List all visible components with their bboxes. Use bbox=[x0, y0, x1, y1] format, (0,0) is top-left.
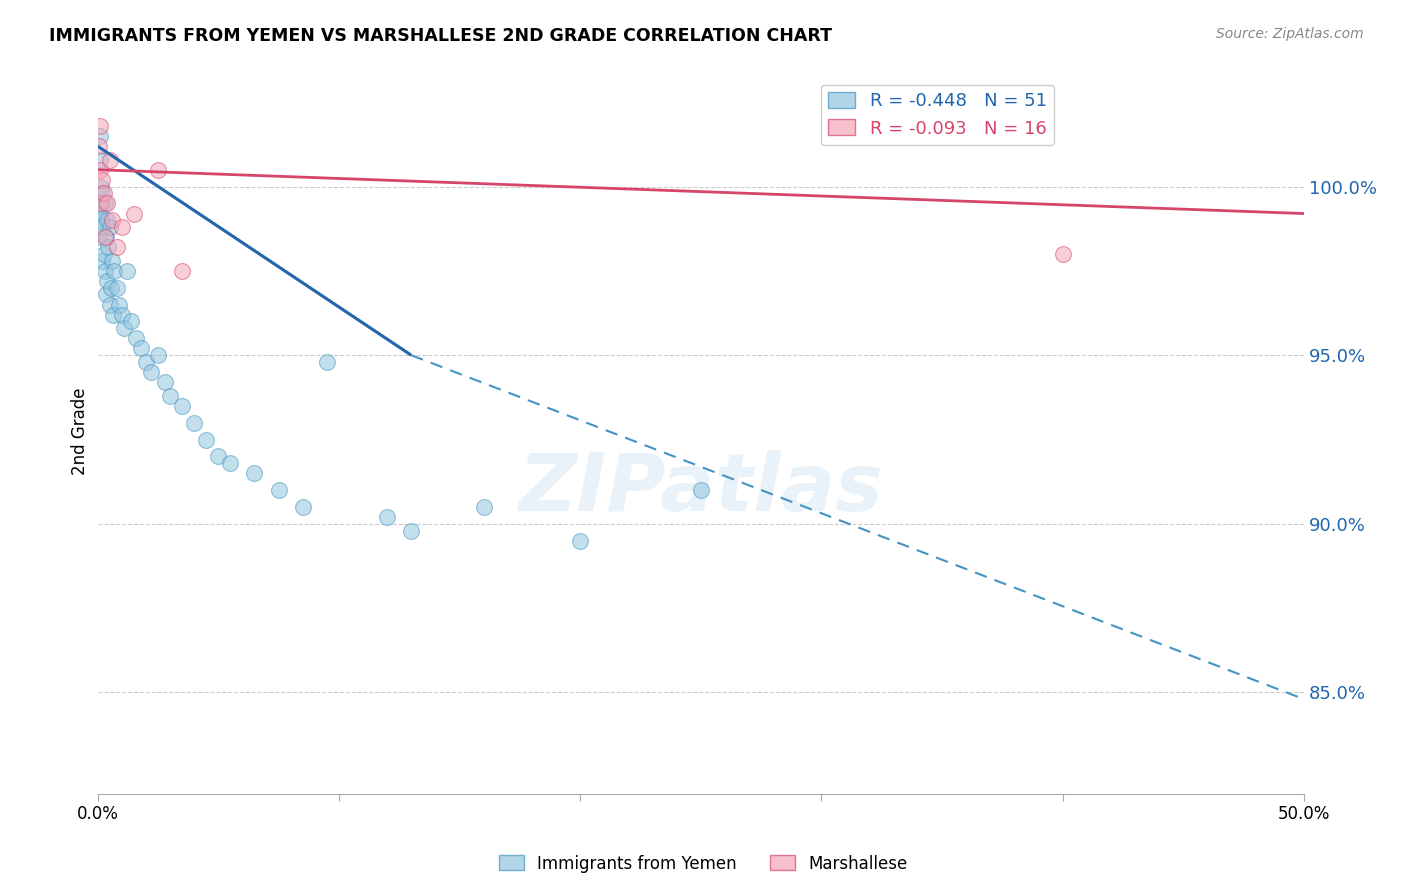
Point bbox=[125, 331, 148, 345]
Point bbox=[93, 186, 115, 201]
Text: ZIPatlas: ZIPatlas bbox=[519, 450, 883, 528]
Point bbox=[159, 389, 181, 403]
Point bbox=[96, 196, 118, 211]
Point bbox=[101, 253, 124, 268]
Point bbox=[401, 524, 423, 538]
Point bbox=[105, 281, 128, 295]
Point bbox=[267, 483, 290, 497]
Legend: Immigrants from Yemen, Marshallese: Immigrants from Yemen, Marshallese bbox=[492, 848, 914, 880]
Point bbox=[139, 365, 162, 379]
Point bbox=[115, 264, 138, 278]
Point bbox=[112, 321, 135, 335]
Point bbox=[170, 399, 193, 413]
Point bbox=[105, 240, 128, 254]
Point bbox=[120, 314, 142, 328]
Point bbox=[111, 308, 134, 322]
Point bbox=[90, 179, 112, 194]
Point bbox=[98, 297, 121, 311]
Legend: R = -0.448   N = 51, R = -0.093   N = 16: R = -0.448 N = 51, R = -0.093 N = 16 bbox=[821, 85, 1053, 145]
Point bbox=[90, 220, 112, 235]
Point bbox=[315, 355, 337, 369]
Point bbox=[94, 264, 117, 278]
Point bbox=[183, 416, 205, 430]
Point bbox=[146, 348, 169, 362]
Point bbox=[153, 375, 176, 389]
Point bbox=[96, 274, 118, 288]
Point bbox=[375, 510, 398, 524]
Point bbox=[101, 213, 124, 227]
Point bbox=[195, 433, 218, 447]
Point bbox=[97, 240, 120, 254]
Point bbox=[87, 230, 110, 244]
Point bbox=[472, 500, 495, 514]
Point bbox=[93, 247, 115, 261]
Point bbox=[689, 483, 711, 497]
Point bbox=[91, 186, 114, 201]
Point bbox=[146, 162, 169, 177]
Point bbox=[207, 450, 229, 464]
Point bbox=[100, 281, 122, 295]
Point bbox=[291, 500, 314, 514]
Point bbox=[89, 128, 111, 143]
Point bbox=[89, 153, 111, 167]
Point bbox=[96, 213, 118, 227]
Point bbox=[103, 264, 125, 278]
Point bbox=[103, 308, 125, 322]
Y-axis label: 2nd Grade: 2nd Grade bbox=[72, 387, 89, 475]
Point bbox=[129, 342, 152, 356]
Point bbox=[91, 253, 114, 268]
Point bbox=[170, 264, 193, 278]
Text: IMMIGRANTS FROM YEMEN VS MARSHALLESE 2ND GRADE CORRELATION CHART: IMMIGRANTS FROM YEMEN VS MARSHALLESE 2ND… bbox=[49, 27, 832, 45]
Point bbox=[90, 196, 112, 211]
Point bbox=[219, 456, 242, 470]
Point bbox=[94, 196, 117, 211]
Point bbox=[122, 206, 145, 220]
Point bbox=[94, 230, 117, 244]
Point bbox=[90, 213, 112, 227]
Point bbox=[1052, 247, 1074, 261]
Point bbox=[87, 196, 110, 211]
Point bbox=[91, 173, 114, 187]
Point bbox=[87, 139, 110, 153]
Point bbox=[89, 119, 111, 133]
Text: Source: ZipAtlas.com: Source: ZipAtlas.com bbox=[1216, 27, 1364, 41]
Point bbox=[98, 153, 121, 167]
Point bbox=[94, 230, 117, 244]
Point bbox=[569, 533, 592, 548]
Point bbox=[98, 220, 121, 235]
Point bbox=[243, 467, 266, 481]
Point bbox=[111, 220, 134, 235]
Point bbox=[135, 355, 157, 369]
Point bbox=[89, 206, 111, 220]
Point bbox=[89, 162, 111, 177]
Point bbox=[108, 297, 131, 311]
Point bbox=[94, 287, 117, 301]
